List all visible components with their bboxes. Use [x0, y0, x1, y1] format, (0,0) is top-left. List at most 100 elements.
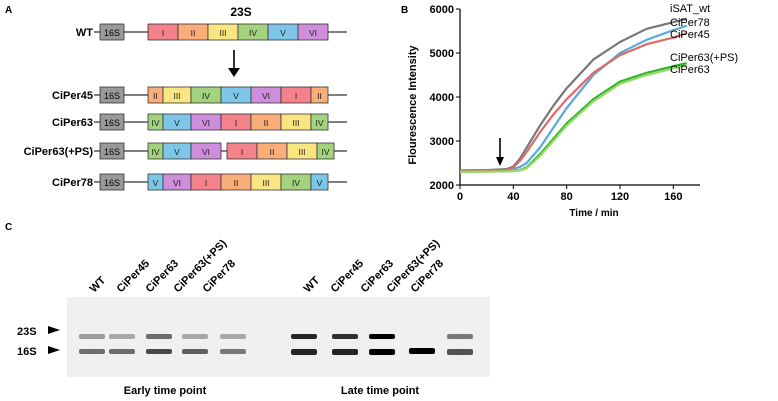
gel-band-23s	[369, 334, 395, 339]
construct-row: CiPer63(+PS) 16S IV V VI I II III IV	[24, 142, 347, 160]
series-label: CiPer78	[670, 17, 710, 29]
construct-name: CiPer63(+PS)	[24, 146, 94, 158]
x-tick-label: 160	[664, 191, 682, 203]
domain-label: II	[153, 91, 158, 101]
y-tick-label: 6000	[430, 4, 454, 16]
early-time-label: Early time point	[124, 385, 207, 397]
domain-label: IV	[292, 178, 300, 188]
gel-band-16s	[291, 349, 317, 355]
series-label: CiPer63	[670, 64, 710, 76]
x-tick-label: 80	[561, 191, 573, 203]
gel-band-16s	[146, 349, 172, 354]
16s-box-label: 16S	[104, 147, 120, 157]
y-tick-label: 3000	[430, 136, 454, 148]
gel-band-23s	[220, 334, 246, 339]
domain-label: II	[317, 91, 322, 101]
16s-box-label: 16S	[104, 28, 120, 38]
domain-label: II	[264, 118, 269, 128]
series-label: iSAT_wt	[670, 3, 710, 15]
panel-letter-a: A	[5, 5, 12, 16]
domain-segment	[297, 23, 329, 41]
gel-band-16s	[79, 349, 105, 354]
x-tick-label: 0	[457, 191, 463, 203]
gel-band-23s	[291, 334, 317, 339]
gel-band-23s	[146, 334, 172, 339]
domain-segment	[310, 113, 329, 131]
domain-label: IV	[321, 147, 329, 157]
panel-letter-b: B	[401, 5, 408, 16]
domain-label: I	[241, 147, 243, 157]
series-label: CiPer45	[670, 29, 710, 41]
lane-label: WT	[88, 274, 109, 295]
injection-arrow-head	[496, 157, 504, 166]
gel-band-16s	[447, 349, 473, 355]
marker-16s-label: 16S	[17, 346, 37, 358]
construct-name: CiPer63	[52, 117, 93, 129]
construct-row: CiPer63 16S IV V VI I II III IV	[52, 113, 347, 131]
23s-title: 23S	[230, 5, 251, 19]
domain-label: V	[233, 91, 239, 101]
domain-label: VI	[262, 91, 270, 101]
gel-image	[67, 297, 490, 377]
lane-label: WT	[302, 274, 323, 295]
series-line	[459, 32, 688, 173]
gel-band-16s	[409, 348, 435, 354]
domain-label: VI	[309, 28, 317, 38]
domain-label: IV	[249, 28, 257, 38]
domain-label: II	[234, 178, 239, 188]
series-line	[459, 24, 688, 173]
construct-row: CiPer45 16S II III IV V VI I II	[52, 86, 347, 104]
domain-label: V	[174, 147, 180, 157]
gel-band-16s	[332, 349, 358, 355]
gel-band-16s	[369, 349, 395, 355]
gel-band-23s	[79, 334, 105, 339]
x-tick-label: 40	[507, 191, 519, 203]
domain-label: II	[270, 147, 275, 157]
marker-23s-arrow	[48, 326, 60, 334]
domain-label: III	[292, 118, 299, 128]
16s-box-label: 16S	[104, 118, 120, 128]
domain-label: III	[262, 178, 269, 188]
series-label: CiPer63(+PS)	[670, 52, 738, 64]
domain-label: VI	[202, 118, 210, 128]
gel-band-23s	[109, 334, 135, 339]
gel-band-23s	[182, 334, 208, 339]
panel-letter-c: C	[5, 222, 12, 233]
y-tick-label: 4000	[430, 92, 454, 104]
16s-box	[99, 173, 125, 191]
domain-label: I	[235, 118, 237, 128]
16s-box-label: 16S	[104, 178, 120, 188]
domain-label: IV	[151, 147, 159, 157]
series-line	[459, 17, 687, 172]
domain-segment	[316, 142, 335, 160]
marker-16s-arrow	[48, 346, 60, 354]
marker-23s-label: 23S	[17, 326, 37, 338]
domain-label: IV	[151, 118, 159, 128]
gel-band-16s	[182, 349, 208, 354]
16s-box-label: 16S	[104, 91, 120, 101]
domain-label: V	[153, 178, 159, 188]
domain-label: IV	[202, 91, 210, 101]
domain-label: V	[174, 118, 180, 128]
gel-band-16s	[109, 349, 135, 354]
domain-label: I	[295, 91, 297, 101]
gel-band-16s	[220, 349, 246, 354]
construct-name: WT	[76, 27, 93, 39]
late-time-label: Late time point	[341, 385, 420, 397]
y-tick-label: 2000	[430, 180, 454, 192]
domain-label: II	[191, 28, 196, 38]
series-line	[459, 64, 687, 173]
domain-label: III	[173, 91, 180, 101]
domain-label: V	[280, 28, 286, 38]
16s-box	[99, 113, 125, 131]
16s-box	[99, 142, 125, 160]
down-arrow-head	[228, 68, 240, 77]
domain-label: IV	[315, 118, 323, 128]
domain-segment	[310, 173, 329, 191]
panel-b-chart: 0 40 80 120 160 2000 3000 4000 5000 6000 iSAT_wt Ci…	[407, 3, 738, 219]
construct-row: WT 16S I II III IV V VI	[76, 23, 347, 41]
16s-box	[99, 23, 125, 41]
